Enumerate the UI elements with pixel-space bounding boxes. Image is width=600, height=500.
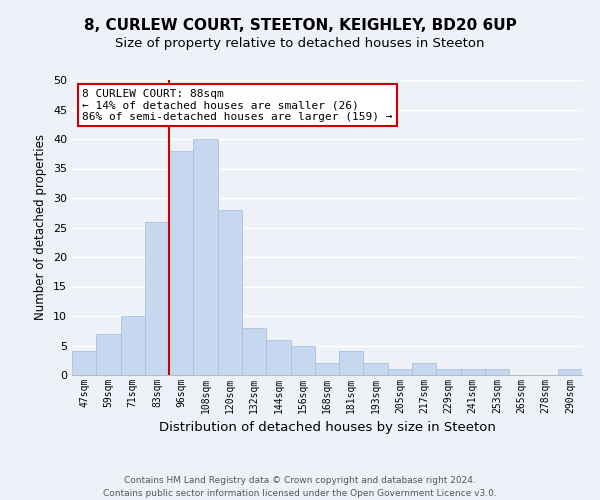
Bar xyxy=(388,369,412,375)
Bar xyxy=(436,369,461,375)
X-axis label: Distribution of detached houses by size in Steeton: Distribution of detached houses by size … xyxy=(158,422,496,434)
Bar xyxy=(339,352,364,375)
Bar xyxy=(412,363,436,375)
Bar xyxy=(96,334,121,375)
Text: Size of property relative to detached houses in Steeton: Size of property relative to detached ho… xyxy=(115,38,485,51)
Bar xyxy=(121,316,145,375)
Bar xyxy=(558,369,582,375)
Bar xyxy=(169,151,193,375)
Bar xyxy=(315,363,339,375)
Text: 8 CURLEW COURT: 88sqm
← 14% of detached houses are smaller (26)
86% of semi-deta: 8 CURLEW COURT: 88sqm ← 14% of detached … xyxy=(82,89,392,122)
Bar xyxy=(364,363,388,375)
Bar xyxy=(145,222,169,375)
Text: 8, CURLEW COURT, STEETON, KEIGHLEY, BD20 6UP: 8, CURLEW COURT, STEETON, KEIGHLEY, BD20… xyxy=(83,18,517,32)
Bar xyxy=(193,139,218,375)
Text: Contains HM Land Registry data © Crown copyright and database right 2024.
Contai: Contains HM Land Registry data © Crown c… xyxy=(103,476,497,498)
Bar xyxy=(242,328,266,375)
Y-axis label: Number of detached properties: Number of detached properties xyxy=(34,134,47,320)
Bar xyxy=(485,369,509,375)
Bar xyxy=(72,352,96,375)
Bar xyxy=(290,346,315,375)
Bar xyxy=(461,369,485,375)
Bar xyxy=(218,210,242,375)
Bar xyxy=(266,340,290,375)
